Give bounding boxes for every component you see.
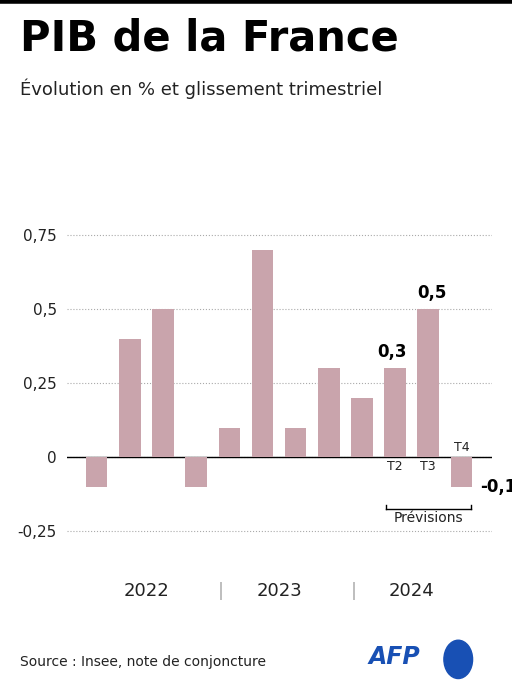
Text: T2: T2: [387, 460, 403, 473]
Bar: [451, 457, 472, 487]
Text: 2023: 2023: [256, 581, 302, 600]
Bar: [318, 368, 339, 457]
Bar: [285, 428, 306, 457]
Bar: [185, 457, 207, 487]
Text: T3: T3: [420, 460, 436, 473]
Text: PIB de la France: PIB de la France: [20, 17, 399, 59]
Bar: [351, 398, 373, 457]
Text: Prévisions: Prévisions: [393, 512, 463, 525]
Text: Évolution en % et glissement trimestriel: Évolution en % et glissement trimestriel: [20, 79, 383, 99]
Text: -0,1: -0,1: [480, 478, 512, 496]
Text: 0,5: 0,5: [417, 284, 446, 302]
Bar: [252, 250, 273, 457]
Bar: [219, 428, 240, 457]
Text: Source : Insee, note de conjoncture: Source : Insee, note de conjoncture: [20, 655, 266, 669]
Text: 2024: 2024: [389, 581, 435, 600]
Bar: [385, 368, 406, 457]
Bar: [152, 309, 174, 457]
Text: |: |: [351, 581, 357, 600]
Bar: [417, 309, 439, 457]
Text: 0,3: 0,3: [377, 343, 407, 361]
Text: T4: T4: [454, 441, 469, 454]
Text: 2022: 2022: [123, 581, 169, 600]
Bar: [86, 457, 108, 487]
Bar: [119, 339, 141, 457]
Text: |: |: [218, 581, 224, 600]
Text: AFP: AFP: [369, 645, 420, 669]
